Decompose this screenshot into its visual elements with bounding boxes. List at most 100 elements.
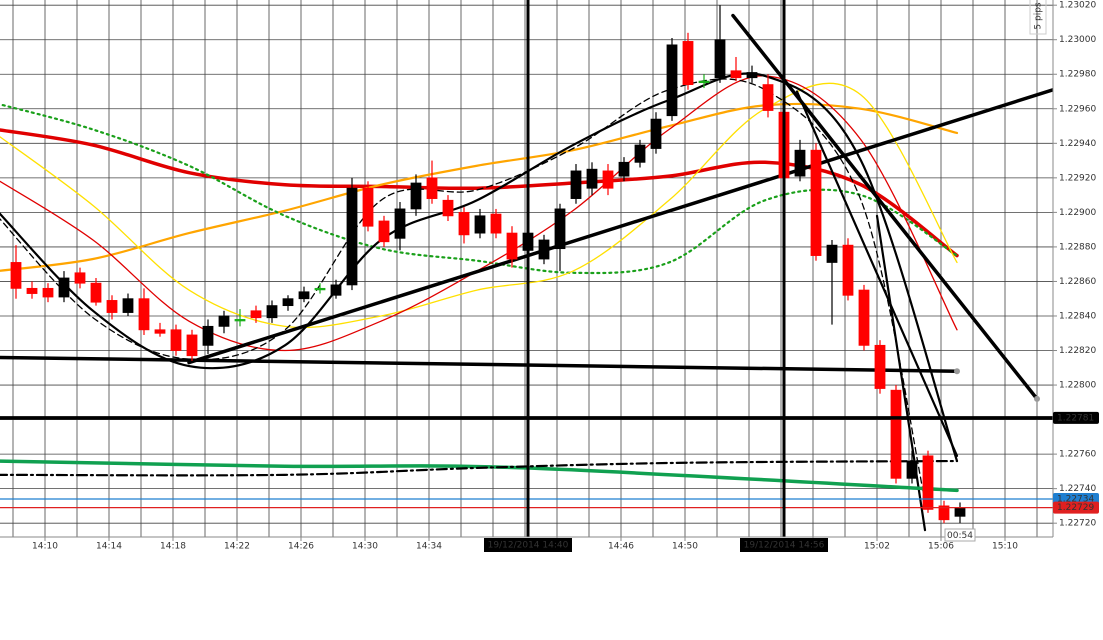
- candle-body: [42, 287, 54, 298]
- candle-body: [794, 149, 806, 177]
- y-tick-label: 1.22800: [1059, 381, 1096, 391]
- candle-body: [906, 460, 918, 479]
- indicator-line: [187, 88, 1053, 365]
- candle-body: [266, 305, 278, 319]
- y-tick-label: 1.22920: [1059, 173, 1096, 183]
- price-label-box: [1053, 501, 1099, 514]
- x-tick-label: 15:06: [928, 542, 954, 552]
- candle-body: [618, 161, 630, 177]
- candle-body: [90, 282, 102, 303]
- candle-body: [74, 272, 86, 284]
- candle-body: [410, 182, 422, 210]
- x-tick-label: 15:10: [992, 542, 1018, 552]
- candle-body: [602, 170, 614, 189]
- candle-body: [26, 287, 38, 294]
- x-tick-label: 14:50: [672, 542, 698, 552]
- candle-body: [554, 208, 566, 250]
- timer: 00:54: [947, 531, 973, 541]
- candle-body: [650, 118, 662, 149]
- trendline-handle: [954, 368, 960, 375]
- candle-body: [698, 80, 710, 84]
- candle-body: [458, 211, 470, 236]
- candle-body: [170, 329, 182, 351]
- marker-label-box: [740, 538, 828, 552]
- y-tick-label: 1.22740: [1059, 484, 1096, 494]
- x-tick-label: 14:26: [288, 542, 314, 552]
- indicator-line: [0, 355, 959, 373]
- candle-body: [186, 334, 198, 357]
- candle-body: [874, 344, 886, 389]
- candle-body: [490, 213, 502, 234]
- x-tick-label: 14:46: [608, 542, 634, 552]
- candle-body: [362, 187, 374, 227]
- candle-body: [58, 277, 70, 298]
- candle-body: [938, 505, 950, 521]
- axes: 1.23020 1.23000 1.22980 1.22960 1.22940 1.229…: [0, 0, 1099, 552]
- y-tick-label: 1.22840: [1059, 311, 1096, 321]
- candle-body: [138, 298, 150, 331]
- price-label: 1.22729: [1057, 503, 1094, 513]
- y-tick-label: 1.22900: [1059, 208, 1096, 218]
- y-tick-label: 1.22860: [1059, 277, 1096, 287]
- x-tick-label: 14:10: [32, 542, 58, 552]
- candle-body: [330, 284, 342, 296]
- candle-body: [314, 287, 326, 291]
- candle-body: [922, 455, 934, 510]
- marker-label: 19/12/2014 14:56: [744, 541, 825, 551]
- candle-body: [250, 310, 262, 319]
- candle-body: [682, 41, 694, 86]
- candle-body: [378, 220, 390, 243]
- marker-label: 19/12/2014 14:40: [488, 541, 569, 551]
- candle-body: [474, 215, 486, 234]
- candle-body: [730, 70, 742, 79]
- y-tick-label: 1.22960: [1059, 104, 1096, 114]
- x-tick-label: 14:22: [224, 542, 250, 552]
- candle-body: [442, 199, 454, 217]
- x-tick-label: 14:34: [416, 542, 442, 552]
- candle-body: [154, 329, 166, 334]
- candle-body: [202, 325, 214, 346]
- candle-body: [890, 389, 902, 479]
- candle-body: [570, 170, 582, 199]
- candle-body: [842, 244, 854, 296]
- indicator-line: [0, 78, 926, 502]
- price-label: 1.22734: [1057, 495, 1094, 505]
- candle-body: [426, 177, 438, 199]
- y-tick-label: 1.22820: [1059, 346, 1096, 356]
- indicator-line: [0, 103, 959, 275]
- candle-body: [746, 72, 758, 79]
- indicator-line: [0, 75, 958, 352]
- indicator-line: [795, 90, 959, 457]
- candle-body: [858, 289, 870, 346]
- candle-body: [586, 168, 598, 189]
- indicator-line: [0, 459, 959, 477]
- indicator-line: [0, 102, 959, 272]
- trendline-handle: [1034, 395, 1040, 402]
- candle-body: [506, 232, 518, 260]
- x-tick-label: 14:14: [96, 542, 122, 552]
- indicator-line: [0, 459, 959, 493]
- indicator-line: [0, 82, 958, 329]
- candle-body: [218, 315, 230, 327]
- candle-body: [346, 187, 358, 286]
- plot-area: [0, 0, 1053, 537]
- candle-body: [826, 244, 838, 263]
- y-tick-label: 1.22880: [1059, 242, 1096, 252]
- x-tick-label: 14:18: [160, 542, 186, 552]
- x-tick-label: 15:02: [864, 542, 890, 552]
- candle-body: [10, 262, 22, 289]
- price-label: 1.22781: [1057, 413, 1094, 423]
- candle-body: [714, 39, 726, 79]
- candle-body: [762, 84, 774, 111]
- price-label-box: [1053, 411, 1099, 424]
- candle-body: [634, 144, 646, 163]
- scale-note: 5 pips: [1034, 2, 1044, 30]
- y-tick-label: 1.23020: [1059, 1, 1096, 11]
- y-tick-label: 1.22720: [1059, 519, 1096, 529]
- y-tick-label: 1.22760: [1059, 450, 1096, 460]
- y-tick-label: 1.22980: [1059, 70, 1096, 80]
- candle-body: [106, 300, 118, 313]
